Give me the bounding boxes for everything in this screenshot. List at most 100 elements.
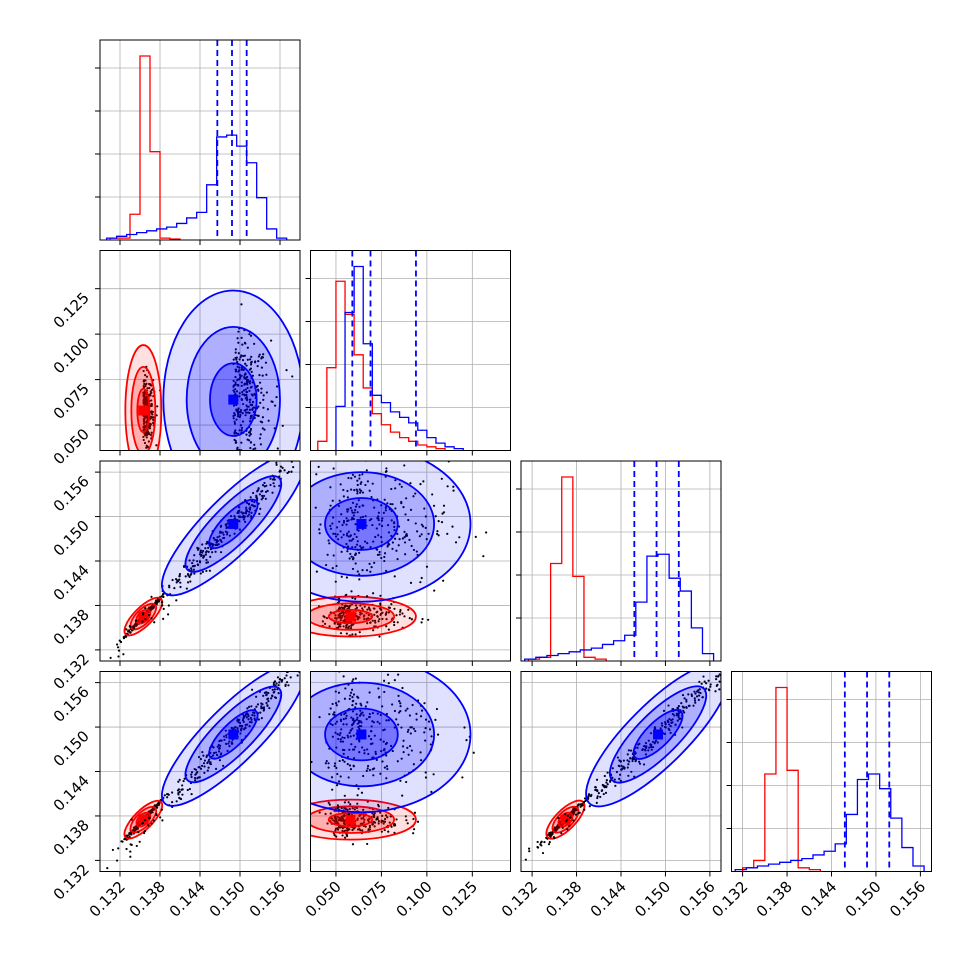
blue-sample-point xyxy=(320,643,322,645)
blue-sample-point xyxy=(240,441,243,444)
blue-sample-point xyxy=(242,354,245,358)
blue-sample-point xyxy=(265,391,268,394)
blue-sample-point xyxy=(329,504,332,507)
blue-sample-point xyxy=(622,759,625,762)
blue-sample-point xyxy=(238,429,241,432)
blue-sample-point xyxy=(342,723,345,726)
blue-sample-point xyxy=(216,745,219,748)
blue-sample-point xyxy=(369,742,373,746)
blue-sample-point xyxy=(324,637,326,639)
blue-sample-point xyxy=(355,535,358,539)
blue-sample-point xyxy=(560,832,563,835)
red-sample-point xyxy=(358,631,361,634)
blue-sample-point xyxy=(401,794,404,797)
blue-sample-point xyxy=(233,420,236,423)
red-sample-point xyxy=(354,633,357,636)
blue-sample-point xyxy=(718,680,721,683)
blue-sample-point xyxy=(634,759,637,763)
blue-sample-point xyxy=(603,774,606,778)
blue-sample-point xyxy=(250,414,253,417)
blue-sample-point xyxy=(353,748,356,751)
blue-sample-point xyxy=(166,613,170,616)
blue-sample-point xyxy=(364,669,366,671)
blue-sample-point xyxy=(168,586,171,589)
blue-sample-point xyxy=(354,652,356,654)
blue-sample-point xyxy=(203,771,206,774)
blue-sample-point xyxy=(617,764,620,767)
blue-sample-point xyxy=(253,342,256,345)
blue-sample-point xyxy=(351,511,354,514)
blue-sample-point xyxy=(401,745,405,748)
blue-sample-point xyxy=(677,712,680,715)
blue-sample-point xyxy=(485,531,488,534)
red-sample-point xyxy=(366,842,369,846)
blue-sample-point xyxy=(332,516,335,519)
x-tick-label: 0.138 xyxy=(542,878,585,921)
blue-contour xyxy=(185,325,281,451)
blue-sample-point xyxy=(186,788,189,792)
red-sample-point xyxy=(335,821,338,824)
blue-sample-point xyxy=(248,333,251,336)
blue-sample-point xyxy=(214,767,218,771)
red-sample-point xyxy=(356,817,359,820)
blue-sample-point xyxy=(346,532,349,535)
blue-sample-point xyxy=(687,704,690,707)
plot-body xyxy=(124,289,300,466)
red-sample-point xyxy=(359,613,362,616)
red-sample-point xyxy=(342,625,345,628)
blue-sample-point xyxy=(310,760,313,764)
blue-sample-point xyxy=(362,774,365,778)
blue-sample-point xyxy=(363,540,367,543)
blue-sample-point xyxy=(161,819,164,822)
red-sample-point xyxy=(387,611,390,614)
blue-sample-point xyxy=(249,446,252,450)
blue-sample-point xyxy=(244,464,246,466)
blue-sample-point xyxy=(178,574,181,578)
red-sample-point xyxy=(367,614,370,617)
blue-sample-point xyxy=(362,714,365,717)
blue-sample-point xyxy=(340,536,343,539)
blue-sample-point xyxy=(249,441,252,444)
blue-sample-point xyxy=(677,715,680,719)
blue-sample-point xyxy=(257,458,259,460)
blue-sample-point xyxy=(249,716,252,719)
blue-sample-point xyxy=(725,665,727,667)
blue-sample-point xyxy=(255,695,258,698)
red-sample-point xyxy=(339,632,343,635)
blue-sample-point xyxy=(266,408,269,411)
red-sample-point xyxy=(123,838,126,841)
blue-sample-point xyxy=(144,618,147,621)
blue-sample-point xyxy=(234,370,238,373)
red-sample-point xyxy=(142,384,145,388)
red-sample-point xyxy=(346,605,349,608)
red-sample-point xyxy=(571,810,574,814)
blue-sample-point xyxy=(205,558,208,562)
red-sample-point xyxy=(330,817,333,820)
blue-sample-point xyxy=(500,892,502,894)
blue-density-peak xyxy=(228,394,239,405)
blue-sample-point xyxy=(358,750,361,754)
blue-sample-point xyxy=(645,745,648,748)
blue-sample-point xyxy=(340,728,343,731)
red-sample-point xyxy=(427,618,430,621)
blue-sample-point xyxy=(355,718,359,721)
blue-sample-point xyxy=(330,776,334,779)
blue-sample-point xyxy=(218,535,221,538)
blue-density-peak xyxy=(356,518,367,529)
blue-sample-point xyxy=(267,700,270,703)
red-density-peak xyxy=(138,405,149,416)
blue-sample-point xyxy=(297,454,299,456)
blue-sample-point xyxy=(333,713,336,716)
blue-sample-point xyxy=(228,745,231,748)
blue-sample-point xyxy=(232,379,235,382)
blue-sample-point xyxy=(331,566,334,570)
blue-sample-point xyxy=(245,390,248,394)
blue-sample-point xyxy=(694,701,697,704)
blue-sample-point xyxy=(420,533,423,536)
red-density-peak xyxy=(345,611,356,622)
blue-sample-point xyxy=(366,701,369,704)
blue-sample-point xyxy=(262,398,265,401)
blue-sample-point xyxy=(705,682,708,685)
blue-sample-point xyxy=(233,431,236,435)
blue-sample-point xyxy=(281,466,284,470)
